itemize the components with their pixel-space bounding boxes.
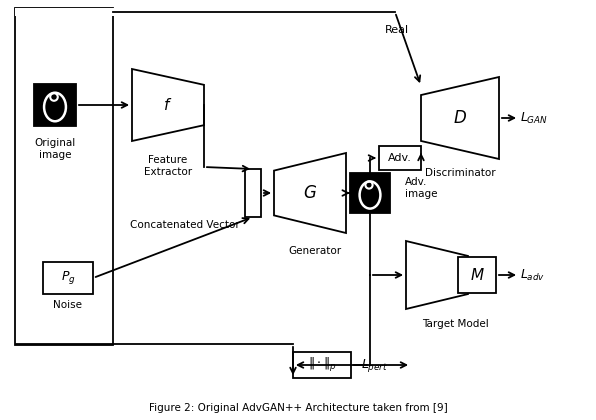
Text: $f$: $f$ — [163, 97, 173, 113]
Text: $L_{pert}$: $L_{pert}$ — [361, 357, 388, 373]
Polygon shape — [274, 153, 346, 233]
Bar — [15, 8, 113, 345]
Bar — [43, 262, 93, 294]
Text: Concatenated Vector: Concatenated Vector — [130, 220, 240, 230]
Text: Generator: Generator — [288, 246, 342, 256]
Text: Adv.
image: Adv. image — [405, 177, 437, 199]
Text: $L_{GAN}$: $L_{GAN}$ — [520, 110, 548, 126]
Text: $P_g$: $P_g$ — [61, 270, 75, 286]
Text: $G$: $G$ — [303, 184, 317, 202]
Text: $L_{adv}$: $L_{adv}$ — [520, 268, 545, 283]
Text: $\|\cdot\|_p$: $\|\cdot\|_p$ — [308, 356, 336, 374]
Bar — [34, 84, 76, 126]
Text: Real: Real — [385, 25, 409, 35]
Polygon shape — [406, 241, 468, 309]
Bar — [15, 8, 400, 16]
Bar — [458, 257, 496, 293]
Text: Original
image: Original image — [35, 138, 76, 160]
Bar — [350, 173, 390, 213]
Text: $M$: $M$ — [470, 267, 485, 283]
Text: Noise: Noise — [54, 300, 82, 310]
Bar — [293, 352, 351, 378]
Text: Figure 2: Original AdvGAN++ Architecture taken from [9]: Figure 2: Original AdvGAN++ Architecture… — [148, 403, 448, 413]
Text: Feature
Extractor: Feature Extractor — [144, 155, 192, 176]
Polygon shape — [132, 69, 204, 141]
Bar — [245, 169, 261, 217]
Text: $D$: $D$ — [453, 109, 467, 127]
Bar — [379, 146, 421, 170]
Text: Adv.: Adv. — [388, 153, 412, 163]
Text: Discriminator: Discriminator — [425, 168, 495, 178]
Text: Target Model: Target Model — [421, 319, 488, 329]
Polygon shape — [421, 77, 499, 159]
